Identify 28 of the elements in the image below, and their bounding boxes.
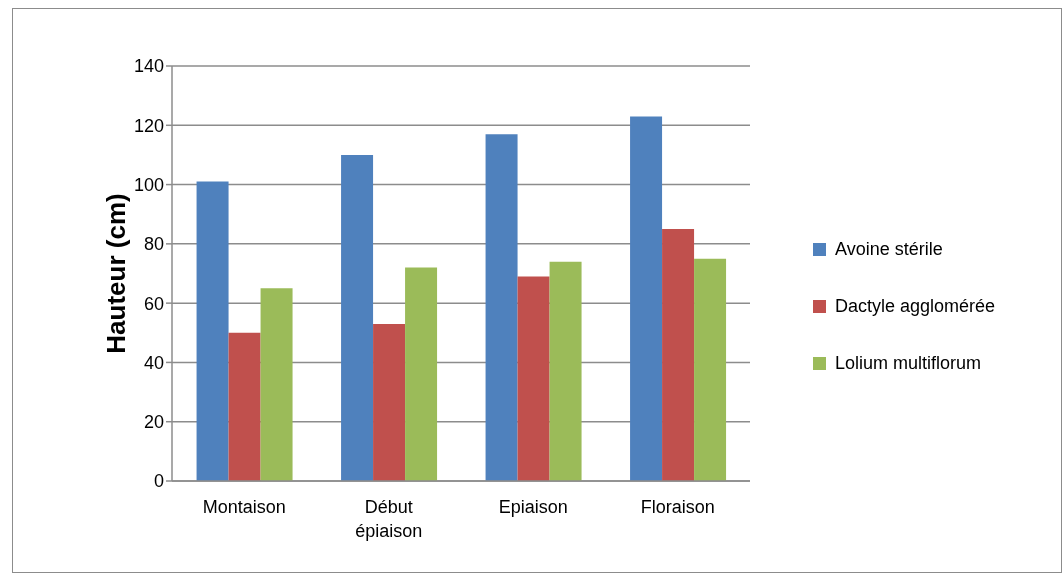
x-tick-label: Epiaison [498,497,568,517]
x-tick-label: Début épiaison [355,497,423,541]
y-axis-title: Hauteur (cm) [101,193,131,354]
bar [485,134,518,481]
y-tick-label: 60 [143,293,164,314]
legend-label: Avoine stérile [835,239,943,260]
bar [341,154,374,481]
bar [517,276,550,481]
bar [694,258,727,481]
bar [405,267,438,481]
y-tick-label: 140 [133,56,164,77]
legend-label: Dactyle agglomérée [835,296,996,317]
y-tick-label: 0 [153,471,164,492]
x-tick-label: Floraison [640,497,715,517]
y-tick-label: 100 [133,174,164,195]
bar [630,116,663,481]
y-tick-label: 40 [143,352,164,373]
bar [373,323,406,481]
x-tick-label: Montaison [202,497,286,517]
bar [228,332,261,481]
y-tick-label: 20 [143,412,164,433]
legend-label: Lolium multiflorum [835,353,982,374]
y-tick-label: 120 [133,115,164,136]
bar [260,288,293,481]
bar [662,229,695,481]
bar [196,181,229,481]
y-tick-label: 80 [143,234,164,255]
bar [549,261,582,481]
